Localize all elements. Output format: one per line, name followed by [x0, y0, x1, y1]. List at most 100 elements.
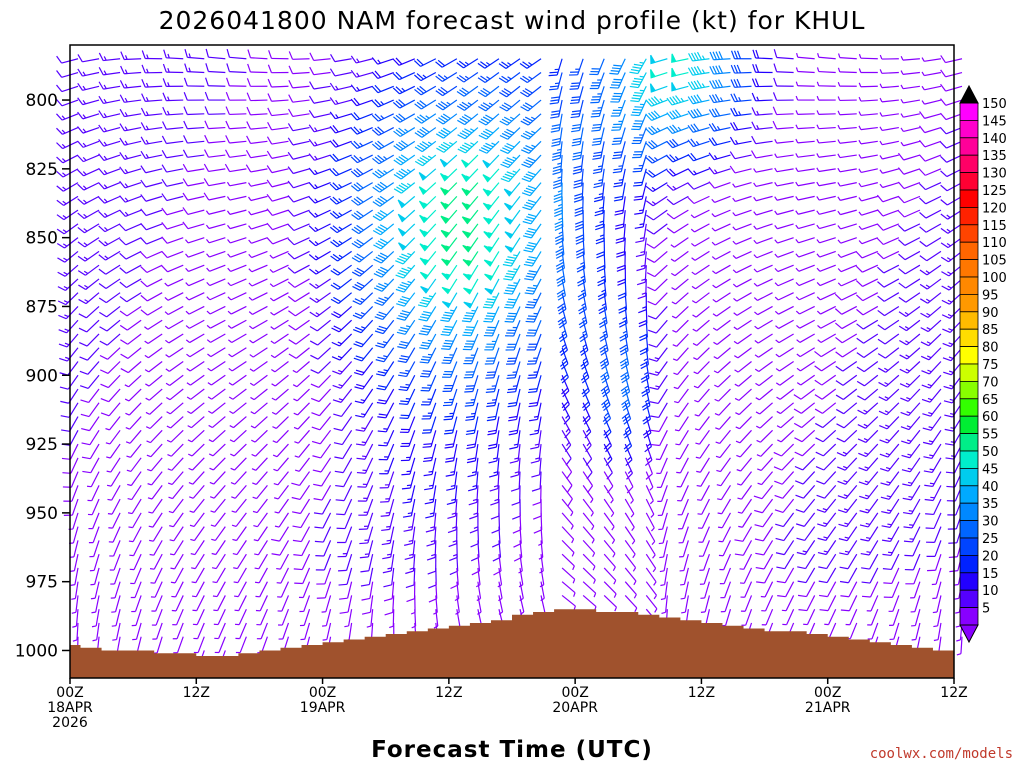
wind-barb: [795, 223, 815, 230]
wind-barb: [485, 361, 500, 379]
wind-barb: [414, 99, 437, 110]
wind-barb: [900, 140, 921, 147]
wind-barb: [582, 581, 597, 598]
wind-barb: [86, 471, 100, 488]
wind-barb: [510, 457, 521, 478]
wind-barb: [711, 195, 731, 203]
wind-barb: [164, 305, 184, 316]
wind-barb: [254, 567, 268, 584]
credit-link[interactable]: coolwx.com/models: [870, 746, 1013, 762]
wind-barb: [837, 278, 858, 287]
wind-barb: [423, 443, 437, 463]
wind-barb: [398, 388, 416, 406]
colorbar-segment: [959, 189, 979, 208]
wind-barb: [331, 319, 353, 333]
wind-barb: [645, 168, 668, 178]
wind-barb: [876, 194, 900, 203]
wind-barb: [867, 622, 879, 640]
wind-barb: [504, 292, 521, 309]
wind-barb: [901, 429, 921, 445]
wind-barb: [266, 193, 289, 202]
wind-barb: [182, 178, 205, 187]
wind-barb: [293, 553, 311, 571]
wind-barb: [235, 622, 247, 640]
x-tick-label: 19APR: [300, 700, 346, 716]
y-tick-label: 950: [26, 504, 58, 524]
wind-barb: [288, 79, 310, 89]
wind-barb: [205, 48, 226, 60]
wind-barb: [624, 498, 635, 518]
wind-barb: [308, 167, 331, 176]
wind-barb: [80, 388, 100, 404]
wind-barb: [119, 195, 142, 203]
wind-barb: [837, 67, 857, 74]
wind-barb: [299, 595, 311, 613]
wind-barb: [855, 264, 879, 273]
wind-barb: [658, 512, 668, 531]
wind-barb: [503, 182, 521, 197]
colorbar-label: 5: [982, 602, 990, 617]
wind-barb: [277, 581, 290, 598]
wind-barb: [898, 250, 921, 261]
wind-barb: [641, 375, 650, 397]
wind-barb: [877, 319, 900, 331]
wind-barb: [418, 306, 437, 322]
wind-barb: [119, 108, 142, 118]
wind-barb: [77, 97, 100, 106]
wind-barb: [435, 113, 458, 125]
wind-barb: [677, 485, 689, 502]
wind-barb: [614, 196, 626, 216]
wind-barb: [878, 388, 900, 402]
colorbar-label: 25: [982, 532, 999, 547]
wind-barb: [99, 361, 121, 374]
colorbar-top-arrow: [959, 84, 979, 104]
wind-barb: [140, 179, 163, 188]
wind-barb: [234, 581, 247, 598]
colorbar-label: 60: [982, 410, 999, 425]
wind-barb: [650, 402, 668, 419]
wind-barb: [859, 484, 879, 500]
wind-barb: [754, 526, 774, 542]
wind-barb: [673, 374, 689, 390]
wind-barb: [656, 457, 668, 475]
wind-barb: [754, 333, 773, 344]
wind-barb: [795, 81, 815, 87]
wind-barb: [298, 581, 311, 599]
wind-barb: [112, 622, 121, 641]
wind-barb: [206, 278, 226, 287]
wind-barb: [321, 595, 332, 613]
wind-barb: [774, 484, 795, 499]
wind-barb: [90, 581, 100, 600]
wind-barb: [288, 347, 310, 359]
wind-barb: [486, 402, 500, 422]
wind-barb: [144, 319, 163, 330]
wind-barb: [666, 209, 689, 220]
colorbar-label: 145: [982, 114, 1007, 129]
wind-barb: [919, 195, 942, 205]
wind-barb: [422, 430, 437, 448]
wind-barb: [879, 429, 900, 444]
wind-barb: [204, 120, 226, 130]
wind-barb: [646, 223, 668, 235]
wind-barb: [633, 182, 647, 201]
wind-barb: [119, 305, 142, 317]
wind-barb: [858, 182, 878, 188]
wind-barb: [645, 96, 668, 107]
wind-barb: [376, 388, 395, 405]
colorbar-segment: [959, 433, 979, 452]
wind-barb: [187, 429, 205, 443]
wind-barb: [487, 416, 500, 436]
wind-barb: [755, 402, 773, 415]
wind-barb: [509, 443, 521, 464]
wind-barb: [205, 209, 226, 215]
wind-barb: [92, 622, 100, 642]
wind-barb: [556, 265, 566, 287]
wind-barb: [898, 292, 921, 303]
wind-barb: [845, 608, 858, 626]
wind-barb: [756, 429, 773, 443]
wind-barb: [581, 375, 590, 398]
wind-barb: [401, 471, 416, 490]
wind-barb: [183, 120, 205, 130]
wind-barb: [814, 347, 837, 358]
wind-barb: [573, 168, 584, 189]
